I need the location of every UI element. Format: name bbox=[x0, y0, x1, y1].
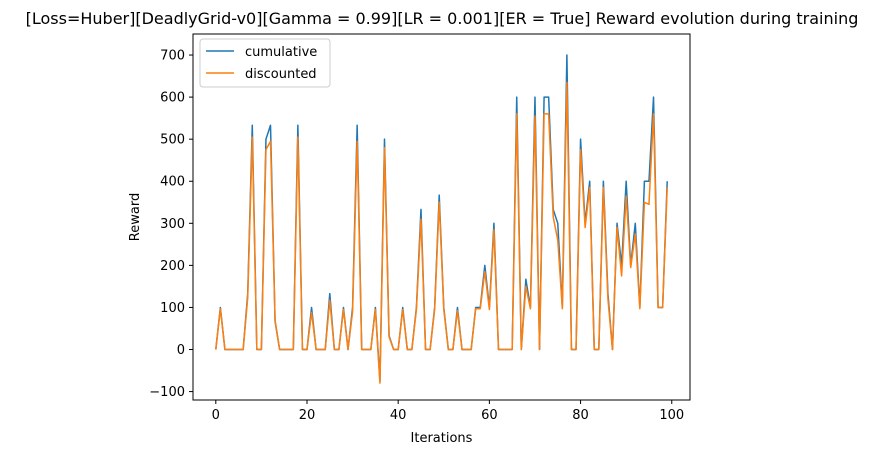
x-tick-label: 0 bbox=[212, 408, 220, 423]
y-tick-label: 400 bbox=[160, 175, 185, 190]
legend-label-discounted: discounted bbox=[245, 67, 317, 82]
legend: cumulative discounted bbox=[199, 38, 331, 88]
x-tick-label: 100 bbox=[659, 408, 684, 423]
y-tick-label: 500 bbox=[160, 133, 185, 148]
y-tick-label: 700 bbox=[160, 49, 185, 64]
x-axis-title: Iterations bbox=[411, 431, 473, 446]
x-tick-label: 40 bbox=[390, 408, 407, 423]
y-tick-label: 200 bbox=[160, 259, 185, 274]
y-axis-title: Reward bbox=[128, 193, 143, 241]
y-tick-label: −100 bbox=[149, 385, 185, 400]
chart-title: [Loss=Huber][DeadlyGrid-v0][Gamma = 0.99… bbox=[26, 9, 859, 28]
x-tick-label: 80 bbox=[572, 408, 589, 423]
y-tick-label: 600 bbox=[160, 91, 185, 106]
x-tick-label: 20 bbox=[299, 408, 316, 423]
x-axis-ticks: 0 20 40 60 80 100 bbox=[212, 400, 684, 423]
series-line-discounted bbox=[215, 81, 668, 384]
plot-frame bbox=[192, 33, 691, 401]
y-tick-label: 100 bbox=[160, 301, 185, 316]
y-axis-ticks: −100 0 100 200 300 400 500 600 700 bbox=[149, 49, 193, 400]
y-tick-label: 0 bbox=[177, 343, 185, 358]
y-tick-label: 300 bbox=[160, 217, 185, 232]
series-lines bbox=[215, 54, 668, 384]
x-tick-label: 60 bbox=[481, 408, 498, 423]
legend-label-cumulative: cumulative bbox=[245, 45, 317, 60]
plot-area: −100 0 100 200 300 400 500 600 700 0 20 40 60 80 100 bbox=[149, 33, 691, 423]
